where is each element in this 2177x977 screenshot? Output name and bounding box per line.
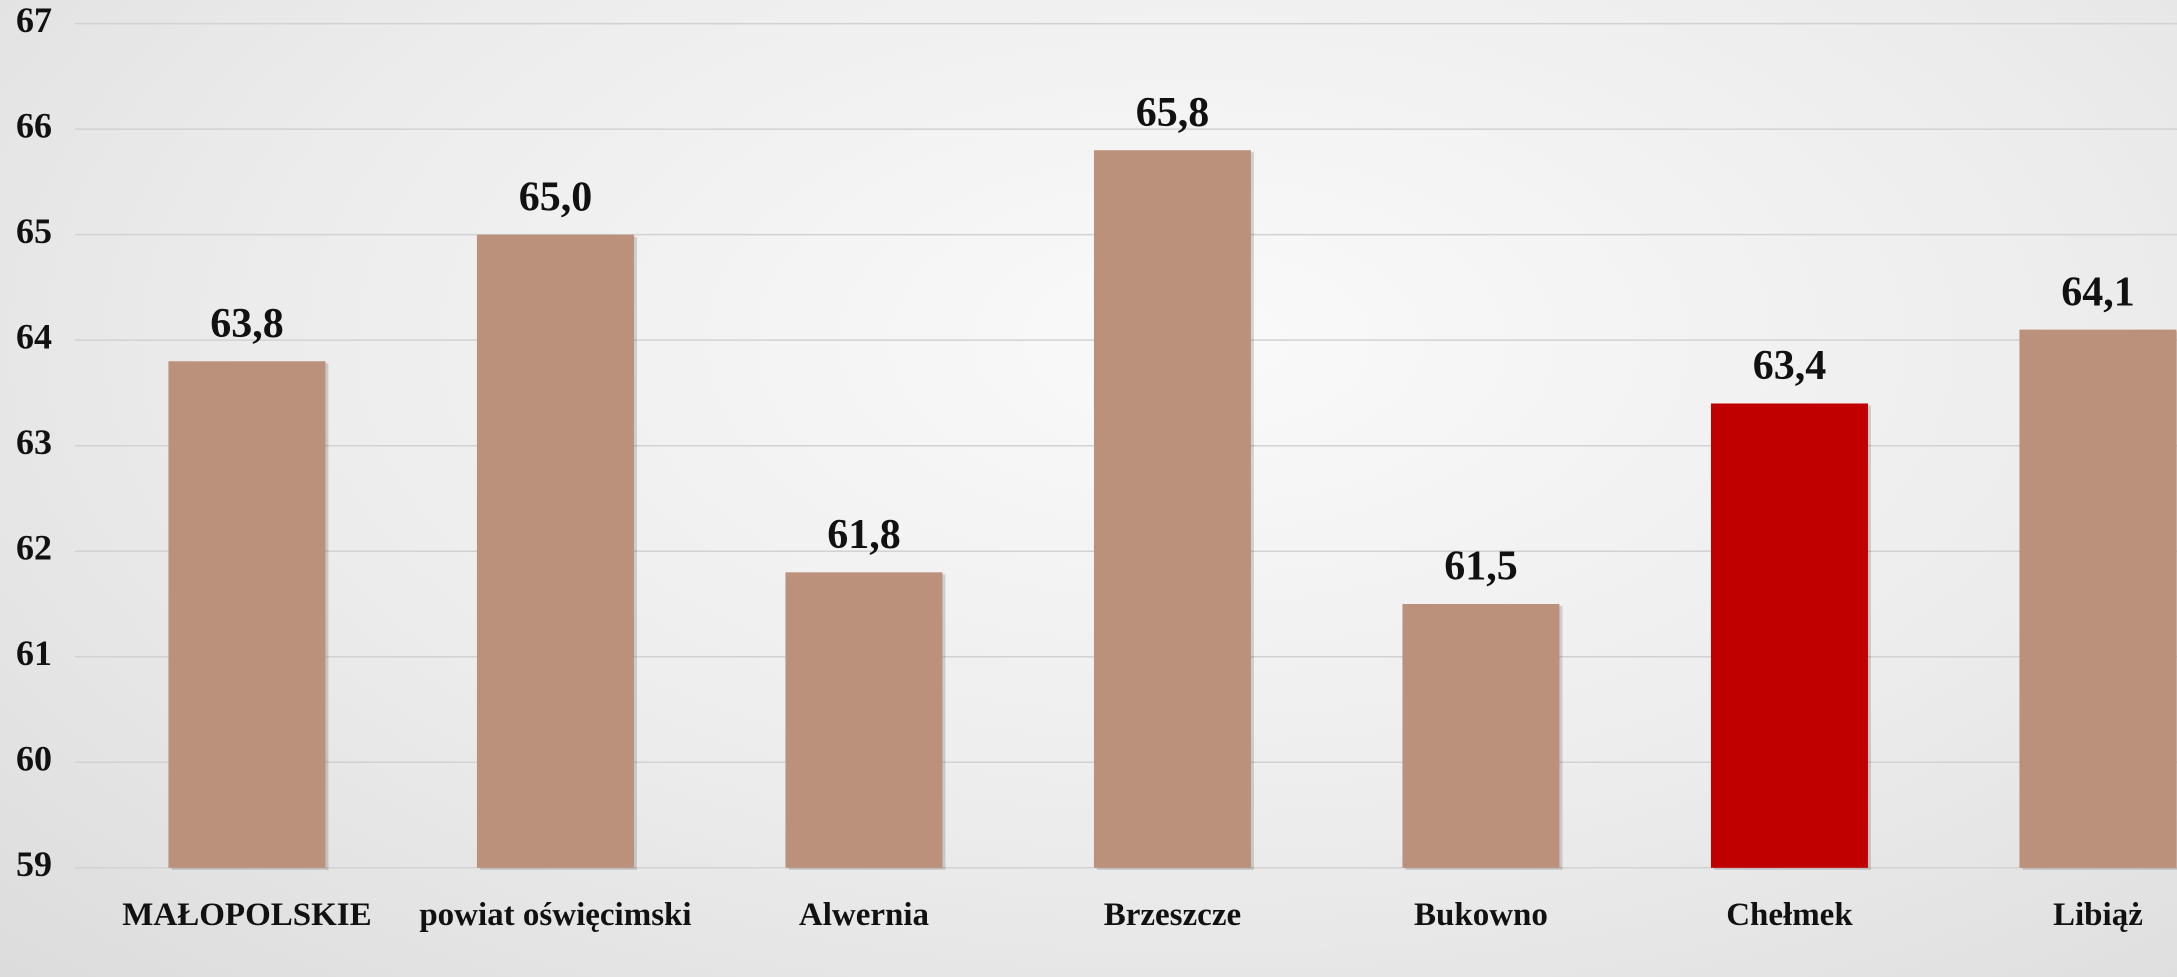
x-tick-label: Brzeszcze	[1103, 897, 1242, 933]
value-label: 61,5	[1444, 544, 1518, 590]
x-tick-label: Libiąż	[2053, 897, 2143, 933]
value-label: 65,0	[519, 174, 593, 220]
y-tick-label: 59	[16, 844, 52, 884]
bar	[1710, 403, 1868, 868]
y-tick-label: 66	[16, 105, 52, 145]
bar	[785, 572, 943, 868]
value-label: 63,8	[210, 301, 284, 347]
y-tick-label: 63	[16, 422, 52, 462]
x-tick-label: powiat oświęcimski	[419, 897, 692, 933]
bar	[1093, 150, 1251, 868]
y-tick-label: 64	[16, 316, 52, 356]
y-tick-label: 60	[16, 739, 52, 779]
value-label: 63,4	[1753, 343, 1827, 389]
x-tick-label: MAŁOPOLSKIE	[122, 897, 372, 933]
bar	[476, 234, 634, 868]
bar	[1402, 603, 1560, 868]
x-tick-label: Chełmek	[1726, 897, 1853, 933]
value-label: 61,8	[827, 512, 901, 558]
x-tick-label: Bukowno	[1413, 897, 1548, 933]
x-tick-label: Alwernia	[798, 897, 930, 933]
y-tick-label: 65	[16, 211, 52, 251]
value-label: 64,1	[2061, 269, 2135, 315]
value-label: 65,8	[1136, 90, 1210, 136]
y-tick-label: 62	[16, 527, 52, 567]
bar	[168, 361, 326, 868]
bar	[2019, 329, 2177, 868]
y-tick-label: 67	[16, 0, 52, 40]
y-tick-label: 61	[16, 633, 52, 673]
